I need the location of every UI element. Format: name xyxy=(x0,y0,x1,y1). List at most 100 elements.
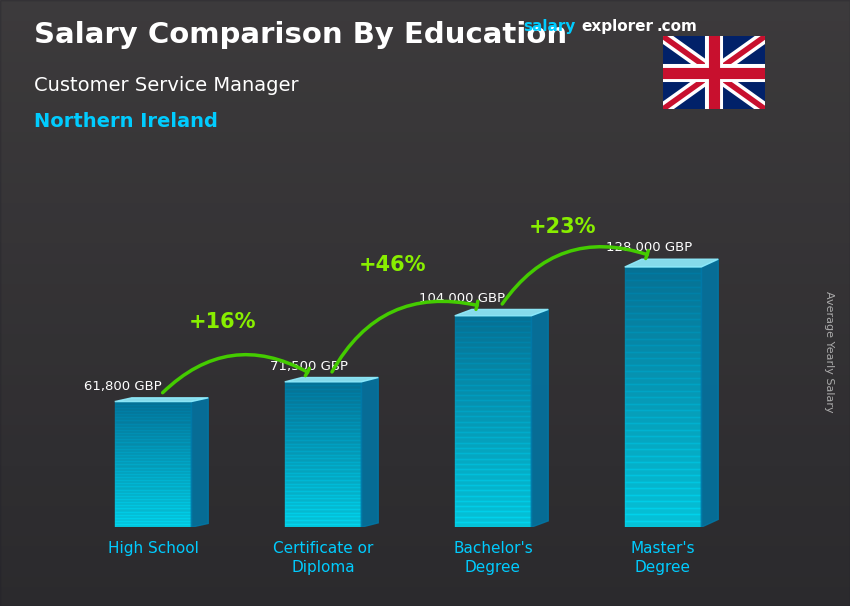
Bar xyxy=(115,461,191,464)
Bar xyxy=(285,487,361,491)
Text: +46%: +46% xyxy=(359,255,426,275)
Bar xyxy=(0,323,850,333)
Bar xyxy=(455,464,531,469)
Bar xyxy=(625,416,701,423)
Bar xyxy=(625,404,701,410)
Bar xyxy=(625,293,701,299)
Bar xyxy=(455,379,531,384)
Bar xyxy=(115,452,191,455)
Bar xyxy=(0,465,850,474)
Bar xyxy=(0,212,850,222)
Polygon shape xyxy=(625,259,718,267)
Bar xyxy=(0,374,850,384)
Bar xyxy=(0,61,850,71)
Bar xyxy=(0,171,850,182)
Bar xyxy=(285,484,361,487)
Bar xyxy=(0,495,850,505)
Text: 104,000 GBP: 104,000 GBP xyxy=(419,291,506,305)
Bar xyxy=(0,333,850,344)
Bar xyxy=(115,471,191,474)
Bar xyxy=(285,451,361,454)
Bar xyxy=(0,535,850,545)
Bar xyxy=(625,397,701,404)
Bar xyxy=(0,111,850,121)
Bar xyxy=(625,410,701,416)
Bar xyxy=(625,514,701,521)
Bar xyxy=(115,424,191,427)
Bar xyxy=(0,222,850,232)
Bar xyxy=(0,576,850,586)
Bar xyxy=(455,432,531,438)
Bar xyxy=(0,545,850,556)
Bar xyxy=(285,505,361,509)
Bar xyxy=(0,262,850,273)
Bar xyxy=(115,445,191,448)
Bar xyxy=(285,425,361,429)
Bar xyxy=(625,299,701,306)
Bar xyxy=(625,436,701,442)
Bar xyxy=(0,293,850,303)
Bar xyxy=(0,232,850,242)
Bar xyxy=(0,121,850,132)
Bar xyxy=(0,485,850,495)
Bar xyxy=(625,339,701,345)
Bar xyxy=(625,306,701,313)
Bar xyxy=(285,465,361,469)
Bar xyxy=(0,404,850,414)
Bar xyxy=(115,477,191,480)
Bar xyxy=(285,407,361,411)
Bar xyxy=(455,459,531,464)
Bar xyxy=(455,511,531,517)
Bar xyxy=(625,468,701,475)
Bar xyxy=(625,521,701,527)
Bar xyxy=(455,442,531,448)
Bar xyxy=(0,273,850,283)
Bar xyxy=(455,390,531,395)
Bar xyxy=(455,469,531,474)
Polygon shape xyxy=(361,378,378,527)
Bar xyxy=(625,371,701,378)
Text: explorer: explorer xyxy=(581,19,654,35)
Bar xyxy=(0,30,850,41)
Bar xyxy=(0,41,850,50)
Bar xyxy=(115,455,191,458)
Bar xyxy=(625,384,701,391)
Bar xyxy=(285,400,361,404)
Bar xyxy=(115,442,191,445)
Bar xyxy=(455,337,531,342)
Bar xyxy=(285,385,361,389)
Bar xyxy=(115,433,191,436)
Bar xyxy=(625,325,701,332)
Bar xyxy=(285,516,361,520)
Bar xyxy=(285,513,361,516)
Bar xyxy=(0,364,850,374)
Bar xyxy=(455,474,531,479)
Text: +23%: +23% xyxy=(529,218,596,238)
Bar xyxy=(285,494,361,498)
Bar xyxy=(285,422,361,425)
Bar xyxy=(625,430,701,436)
Bar xyxy=(625,482,701,488)
Bar xyxy=(285,389,361,393)
Bar xyxy=(115,402,191,405)
Bar xyxy=(455,438,531,442)
Bar xyxy=(0,202,850,212)
Bar xyxy=(285,393,361,396)
Bar xyxy=(455,395,531,401)
Bar xyxy=(115,499,191,502)
Bar xyxy=(0,71,850,81)
Bar xyxy=(115,502,191,505)
Text: 61,800 GBP: 61,800 GBP xyxy=(83,380,162,393)
Bar xyxy=(115,430,191,433)
Bar xyxy=(0,424,850,435)
Bar xyxy=(0,394,850,404)
Bar xyxy=(0,132,850,141)
Bar xyxy=(285,415,361,418)
Bar xyxy=(0,253,850,262)
Bar xyxy=(455,448,531,453)
Bar xyxy=(0,596,850,606)
Bar xyxy=(115,505,191,508)
Bar xyxy=(0,303,850,313)
Bar xyxy=(0,313,850,323)
Bar xyxy=(625,501,701,508)
